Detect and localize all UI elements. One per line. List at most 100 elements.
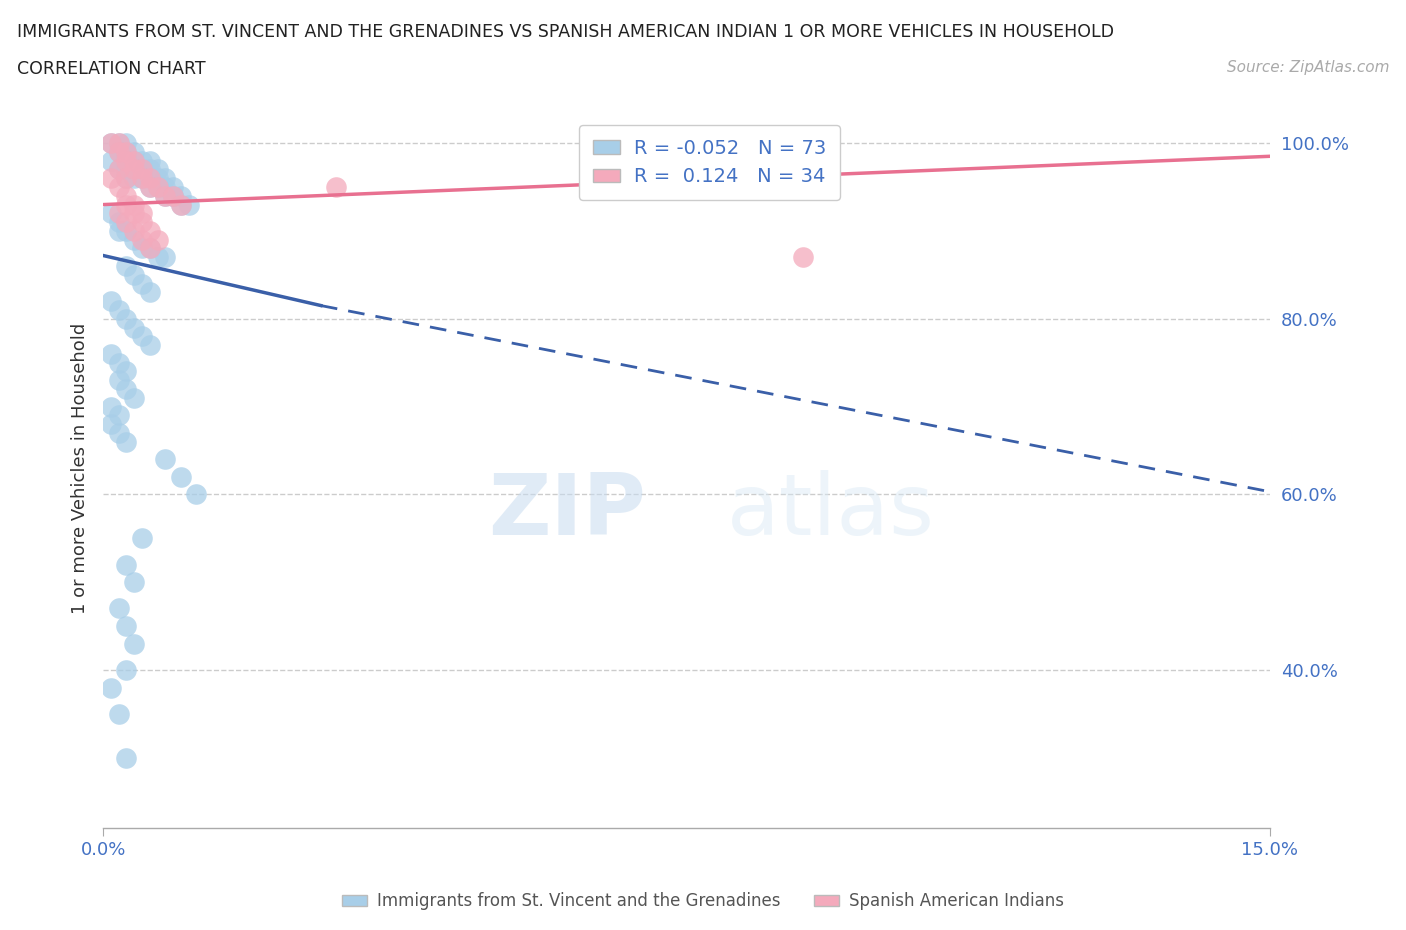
Point xyxy=(107,707,129,722)
Point xyxy=(115,197,138,212)
Point xyxy=(100,171,122,186)
Point xyxy=(100,153,122,168)
Point xyxy=(115,171,138,186)
Point xyxy=(107,355,129,370)
Point xyxy=(122,320,145,335)
Point xyxy=(115,618,138,633)
Point xyxy=(107,425,129,440)
Point xyxy=(122,232,145,247)
Point xyxy=(115,144,138,159)
Point xyxy=(155,179,177,194)
Point xyxy=(100,136,122,151)
Point xyxy=(115,189,138,204)
Point xyxy=(170,197,193,212)
Point xyxy=(115,434,138,449)
Point xyxy=(131,162,153,177)
Point xyxy=(155,452,177,467)
Point xyxy=(162,189,184,204)
Point xyxy=(122,144,145,159)
Point xyxy=(131,171,153,186)
Point xyxy=(115,144,138,159)
Point xyxy=(162,189,184,204)
Point xyxy=(107,601,129,616)
Point xyxy=(115,364,138,379)
Point xyxy=(139,162,162,177)
Text: IMMIGRANTS FROM ST. VINCENT AND THE GRENADINES VS SPANISH AMERICAN INDIAN 1 OR M: IMMIGRANTS FROM ST. VINCENT AND THE GREN… xyxy=(17,23,1114,41)
Point xyxy=(107,206,129,220)
Point xyxy=(115,171,138,186)
Point xyxy=(139,241,162,256)
Point xyxy=(122,197,145,212)
Point xyxy=(122,223,145,238)
Point xyxy=(115,215,138,230)
Point xyxy=(131,531,153,546)
Point xyxy=(139,171,162,186)
Point xyxy=(146,162,169,177)
Point xyxy=(115,136,138,151)
Point xyxy=(107,215,129,230)
Point xyxy=(100,206,122,220)
Point xyxy=(107,373,129,388)
Point xyxy=(131,171,153,186)
Point xyxy=(100,399,122,414)
Point xyxy=(155,171,177,186)
Point xyxy=(792,250,814,265)
Point xyxy=(107,162,129,177)
Point xyxy=(146,250,169,265)
Point xyxy=(100,680,122,695)
Point xyxy=(146,179,169,194)
Point xyxy=(155,189,177,204)
Point xyxy=(107,136,129,151)
Point xyxy=(107,408,129,423)
Point xyxy=(325,179,347,194)
Point xyxy=(170,189,193,204)
Point xyxy=(139,179,162,194)
Text: CORRELATION CHART: CORRELATION CHART xyxy=(17,60,205,78)
Text: ZIP: ZIP xyxy=(488,470,645,552)
Point xyxy=(107,302,129,317)
Point xyxy=(122,153,145,168)
Y-axis label: 1 or more Vehicles in Household: 1 or more Vehicles in Household xyxy=(72,323,89,614)
Point xyxy=(122,636,145,651)
Point xyxy=(131,162,153,177)
Legend: Immigrants from St. Vincent and the Grenadines, Spanish American Indians: Immigrants from St. Vincent and the Gren… xyxy=(336,885,1070,917)
Point xyxy=(115,153,138,168)
Point xyxy=(186,487,208,502)
Point xyxy=(107,144,129,159)
Point xyxy=(131,241,153,256)
Legend: R = -0.052   N = 73, R =  0.124   N = 34: R = -0.052 N = 73, R = 0.124 N = 34 xyxy=(579,125,839,200)
Point xyxy=(115,662,138,677)
Point xyxy=(155,189,177,204)
Point xyxy=(146,179,169,194)
Point xyxy=(146,171,169,186)
Point xyxy=(177,197,200,212)
Point xyxy=(139,285,162,299)
Point xyxy=(131,206,153,220)
Point xyxy=(162,179,184,194)
Point xyxy=(107,162,129,177)
Point xyxy=(170,197,193,212)
Point xyxy=(122,206,145,220)
Point xyxy=(107,136,129,151)
Point xyxy=(122,153,145,168)
Point xyxy=(115,381,138,396)
Point xyxy=(155,250,177,265)
Point xyxy=(115,312,138,326)
Point xyxy=(107,179,129,194)
Point xyxy=(115,259,138,273)
Point xyxy=(162,189,184,204)
Point xyxy=(131,329,153,344)
Point xyxy=(115,751,138,765)
Point xyxy=(122,391,145,405)
Point xyxy=(131,232,153,247)
Point xyxy=(100,417,122,432)
Point xyxy=(139,223,162,238)
Point xyxy=(115,557,138,572)
Point xyxy=(100,346,122,361)
Point xyxy=(100,136,122,151)
Point xyxy=(122,171,145,186)
Point xyxy=(115,162,138,177)
Point xyxy=(107,144,129,159)
Point xyxy=(122,268,145,283)
Point xyxy=(100,294,122,309)
